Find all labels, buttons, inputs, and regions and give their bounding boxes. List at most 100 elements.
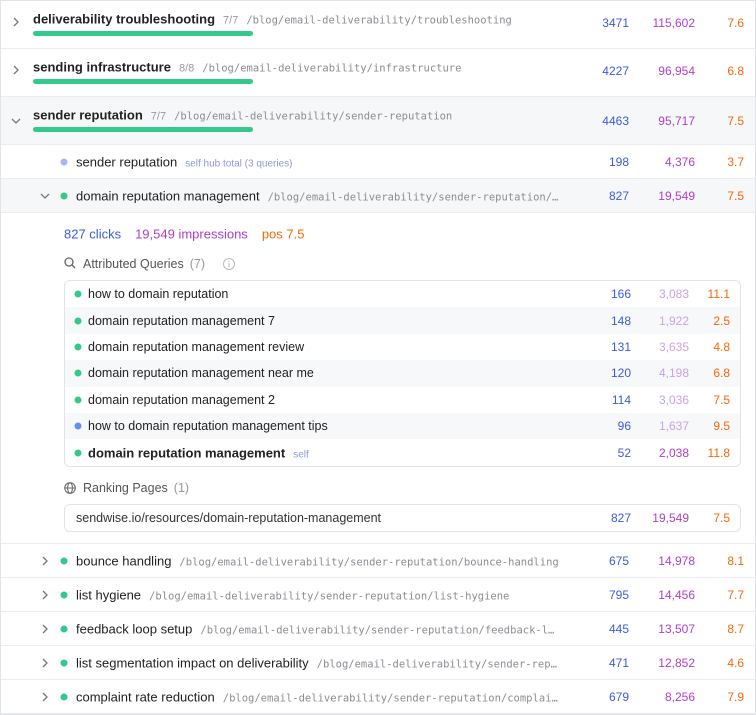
page-row[interactable]: feedback loop setup/blog/email-deliverab…: [1, 612, 755, 646]
clicks: 471: [608, 656, 629, 670]
query-text: how to domain reputation: [88, 287, 229, 302]
page-title: bounce handling: [76, 553, 172, 569]
status-dot: [60, 158, 68, 165]
impressions: 3,036: [658, 392, 689, 407]
page-line: list segmentation impact on deliverabili…: [76, 656, 557, 671]
topic-row[interactable]: sender reputation 7/7/blog/email-delivera…: [1, 97, 755, 145]
progress-bar: [33, 79, 253, 84]
page-line: complaint rate reduction/blog/email-deli…: [76, 690, 558, 705]
query-text: domain reputation management 2: [88, 392, 275, 407]
position: 8.1: [727, 554, 744, 568]
status-dot: [60, 557, 68, 565]
position: 4.6: [727, 656, 744, 670]
impressions: 19,549: [658, 189, 695, 203]
clicks: 827: [610, 511, 631, 525]
clicks: 96: [617, 419, 631, 434]
query-row[interactable]: domain reputation management 2 114 3,036 7.…: [65, 387, 740, 413]
page-path: /blog/email-deliverability/sender-reputa…: [149, 590, 510, 603]
position: 8.7: [727, 622, 744, 636]
expand-chevron[interactable]: [40, 692, 50, 702]
impressions: 12,852: [658, 656, 695, 670]
summary-impressions: 19,549 impressions: [135, 226, 248, 242]
position: 7.5: [713, 511, 730, 525]
page-row[interactable]: domain reputation management/blog/email-…: [1, 179, 755, 213]
info-icon[interactable]: [223, 258, 235, 270]
position: 6.8: [727, 64, 744, 78]
position: 2.5: [713, 313, 730, 328]
page-line: bounce handling/blog/email-deliverabilit…: [76, 554, 559, 569]
position: 9.5: [713, 419, 730, 434]
impressions: 19,549: [652, 511, 689, 525]
topic-row[interactable]: deliverability troubleshooting 7/7/blog/e…: [1, 1, 755, 49]
query-row[interactable]: domain reputation management near me 120 4…: [65, 360, 740, 387]
collapse-chevron[interactable]: [40, 191, 50, 201]
status-dot: [60, 693, 68, 701]
detail-panel: 827 clicks 19,549 impressions pos 7.5 Attri…: [1, 213, 755, 544]
query-line: how to domain reputation management tips: [88, 419, 328, 433]
position: 7.5: [727, 189, 744, 203]
page-title: feedback loop setup: [76, 621, 193, 637]
page-row[interactable]: list hygiene/blog/email-deliverability/s…: [1, 578, 755, 612]
impressions: 2,038: [658, 445, 689, 460]
clicks: 198: [608, 154, 629, 169]
query-dot: [74, 369, 82, 377]
page-row[interactable]: sender reputation self hub total (3 queri…: [1, 144, 755, 179]
impressions: 1,922: [658, 313, 689, 328]
page-path: /blog/email-deliverability/sender-reputa…: [222, 692, 558, 705]
globe-icon: [64, 482, 76, 494]
impressions: 95,717: [658, 114, 695, 128]
expand-chevron[interactable]: [11, 65, 21, 75]
query-dot: [74, 396, 82, 404]
collapse-chevron[interactable]: [11, 116, 21, 126]
expand-chevron[interactable]: [40, 556, 50, 566]
page-row[interactable]: list segmentation impact on deliverabili…: [1, 646, 755, 680]
position: 11.1: [707, 287, 730, 302]
topic-title: sending infrastructure: [33, 59, 171, 75]
section-count: (1): [173, 481, 190, 495]
query-line: domain reputation management near me: [88, 366, 314, 380]
impressions: 3,635: [658, 339, 689, 354]
summary-position: pos 7.5: [261, 226, 305, 242]
page-line: sender reputation self hub total (3 queri…: [76, 154, 292, 169]
page-title: domain reputation management: [76, 188, 260, 204]
clicks: 148: [610, 313, 631, 328]
expand-chevron[interactable]: [11, 17, 21, 27]
query-line: domain reputation management 2: [88, 393, 275, 407]
page-url: sendwise.io/resources/domain-reputation-…: [76, 511, 382, 525]
impressions: 13,507: [658, 622, 695, 636]
clicks: 679: [608, 690, 629, 704]
clicks: 3471: [602, 16, 629, 30]
expand-chevron[interactable]: [40, 658, 50, 668]
query-row[interactable]: domain reputation management 7 148 1,922 2.…: [65, 307, 740, 334]
query-dot: [74, 317, 82, 325]
page-link-row[interactable]: sendwise.io/resources/domain-reputation-…: [64, 504, 741, 532]
topic-row[interactable]: sending infrastructure 8/8/blog/email-del…: [1, 49, 755, 97]
status-dot: [60, 625, 68, 633]
query-row[interactable]: how to domain reputation 166 3,083 11.1: [65, 281, 740, 307]
query-tag: self: [293, 449, 309, 461]
query-row[interactable]: domain reputation management self 52 2,038 1…: [65, 439, 740, 465]
expand-chevron[interactable]: [40, 624, 50, 634]
search-icon: [64, 257, 76, 269]
query-dot: [74, 343, 82, 351]
query-text: domain reputation management 7: [88, 313, 275, 328]
position: 4.8: [713, 339, 730, 354]
queries-header: Attributed Queries (7): [83, 257, 205, 271]
query-row[interactable]: domain reputation management review 131 3,…: [65, 334, 740, 360]
query-text: domain reputation management near me: [88, 366, 314, 381]
topic-path: /blog/email-deliverability/infrastructur…: [202, 62, 462, 75]
page-row[interactable]: complaint rate reduction/blog/email-deli…: [1, 680, 755, 714]
position: 7.9: [727, 690, 744, 704]
clicks: 166: [610, 287, 631, 302]
query-text: domain reputation management review: [88, 339, 305, 354]
progress-bar: [33, 31, 253, 36]
query-row[interactable]: how to domain reputation management tips…: [65, 413, 740, 440]
query-text: how to domain reputation management tips: [88, 419, 328, 434]
page-title: complaint rate reduction: [76, 689, 215, 705]
page-path: /blog/email-deliverability/sender-rep…: [316, 658, 557, 671]
status-dot: [60, 659, 68, 667]
queries-table: how to domain reputation 166 3,083 11.1 doma…: [64, 280, 741, 467]
topic-line: sender reputation 7/7/blog/email-delivera…: [33, 108, 452, 123]
page-row[interactable]: bounce handling/blog/email-deliverabilit…: [1, 544, 755, 578]
expand-chevron[interactable]: [40, 590, 50, 600]
